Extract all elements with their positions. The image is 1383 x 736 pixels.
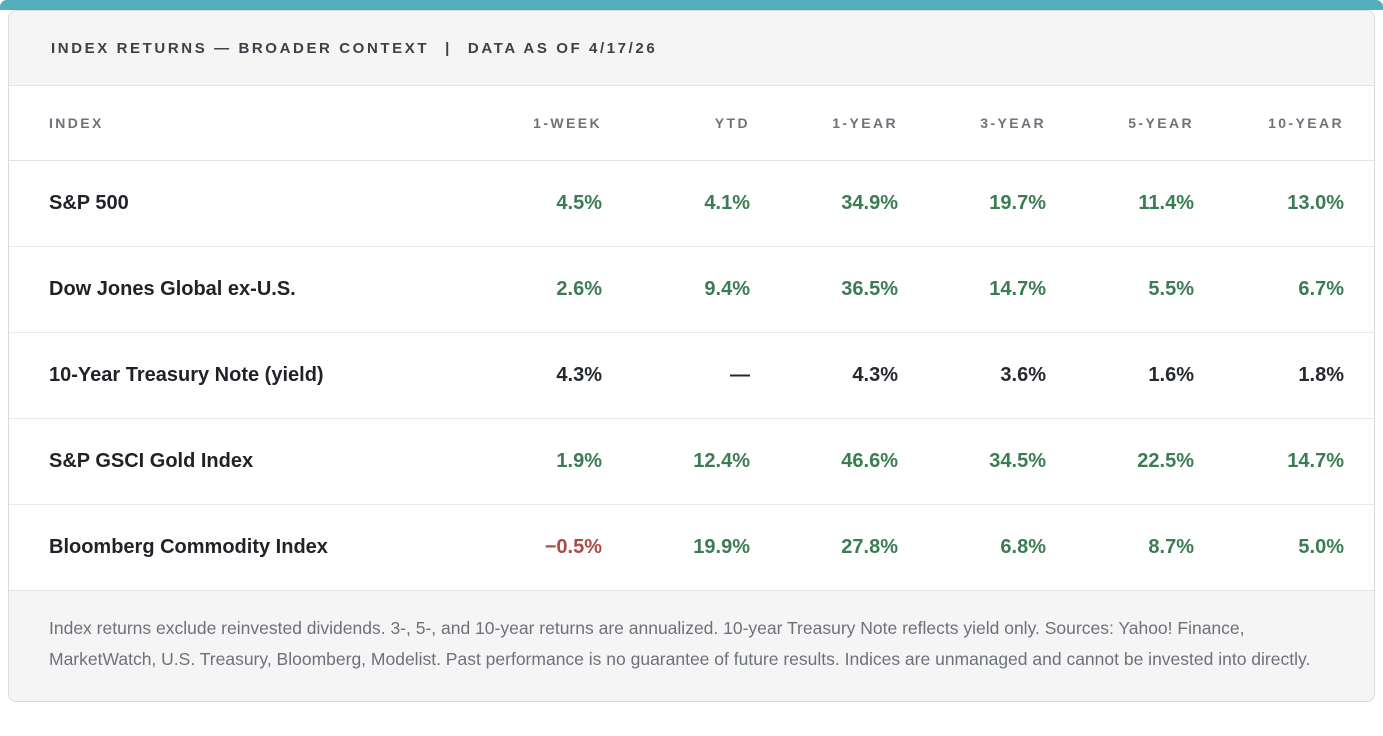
table-row: S&P GSCI Gold Index 1.9% 12.4% 46.6% 34.… <box>9 418 1374 504</box>
table-body: S&P 500 4.5% 4.1% 34.9% 19.7% 11.4% 13.0… <box>9 160 1374 590</box>
return-value-cell: 4.1% <box>602 160 750 246</box>
return-value-cell: 34.5% <box>898 418 1046 504</box>
return-value: 1.6% <box>1148 363 1194 386</box>
return-value-cell: −0.5% <box>454 504 602 590</box>
return-value: 3.6% <box>1000 363 1046 386</box>
index-name-cell: Dow Jones Global ex-U.S. <box>49 277 296 300</box>
table-header-row: INDEX 1-WEEK YTD 1-YEAR 3-YEAR 5-YEAR 10… <box>9 86 1374 161</box>
table-row: S&P 500 4.5% 4.1% 34.9% 19.7% 11.4% 13.0… <box>9 160 1374 246</box>
return-value-cell: 19.7% <box>898 160 1046 246</box>
return-value: 5.0% <box>1298 535 1344 558</box>
index-returns-table: INDEX 1-WEEK YTD 1-YEAR 3-YEAR 5-YEAR 10… <box>9 86 1374 590</box>
return-value: 8.7% <box>1148 535 1194 558</box>
data-as-of-label: DATA AS OF 4/17/26 <box>467 39 658 57</box>
return-value-cell: 14.7% <box>898 246 1046 332</box>
return-value-cell: 9.4% <box>602 246 750 332</box>
card-header: INDEX RETURNS — BROADER CONTEXT | DATA A… <box>9 11 1374 86</box>
column-header-5-year: 5-YEAR <box>1046 86 1194 161</box>
table-row: Dow Jones Global ex-U.S. 2.6% 9.4% 36.5%… <box>9 246 1374 332</box>
table-header: INDEX 1-WEEK YTD 1-YEAR 3-YEAR 5-YEAR 10… <box>9 86 1374 161</box>
return-value: 34.9% <box>841 191 898 214</box>
index-name-cell: Bloomberg Commodity Index <box>49 535 328 558</box>
return-value: — <box>730 363 750 386</box>
return-value-cell: 12.4% <box>602 418 750 504</box>
return-value: 9.4% <box>704 277 750 300</box>
return-value: 1.9% <box>556 449 602 472</box>
return-value-cell: 46.6% <box>750 418 898 504</box>
return-value: 4.3% <box>556 363 602 386</box>
return-value-cell: 3.6% <box>898 332 1046 418</box>
return-value: 6.7% <box>1298 277 1344 300</box>
return-value-cell: 2.6% <box>454 246 602 332</box>
return-value-cell: 4.3% <box>454 332 602 418</box>
card-title: INDEX RETURNS — BROADER CONTEXT <box>51 39 430 57</box>
return-value: 36.5% <box>841 277 898 300</box>
return-value: 1.8% <box>1298 363 1344 386</box>
return-value-cell: 8.7% <box>1046 504 1194 590</box>
return-value: 27.8% <box>841 535 898 558</box>
return-value: 4.1% <box>704 191 750 214</box>
column-header-index: INDEX <box>9 86 454 161</box>
return-value-cell: 36.5% <box>750 246 898 332</box>
return-value: 12.4% <box>693 449 750 472</box>
return-value-cell: 14.7% <box>1194 418 1374 504</box>
return-value: 19.9% <box>693 535 750 558</box>
return-value-cell: 22.5% <box>1046 418 1194 504</box>
return-value: 19.7% <box>989 191 1046 214</box>
return-value-cell: 5.5% <box>1046 246 1194 332</box>
return-value-cell: 34.9% <box>750 160 898 246</box>
return-value: 4.5% <box>556 191 602 214</box>
return-value: 2.6% <box>556 277 602 300</box>
column-header-1-year: 1-YEAR <box>750 86 898 161</box>
return-value-cell: 27.8% <box>750 504 898 590</box>
column-header-3-year: 3-YEAR <box>898 86 1046 161</box>
return-value: 14.7% <box>1287 449 1344 472</box>
index-returns-card: INDEX RETURNS — BROADER CONTEXT | DATA A… <box>8 10 1375 702</box>
return-value-cell: 11.4% <box>1046 160 1194 246</box>
return-value: 46.6% <box>841 449 898 472</box>
return-value-cell: 5.0% <box>1194 504 1374 590</box>
return-value: 13.0% <box>1287 191 1344 214</box>
return-value: 34.5% <box>989 449 1046 472</box>
return-value-cell: 4.5% <box>454 160 602 246</box>
accent-top-bar <box>0 0 1383 10</box>
return-value: 11.4% <box>1138 191 1194 214</box>
index-name-cell: 10-Year Treasury Note (yield) <box>49 363 324 386</box>
index-name-cell: S&P 500 <box>49 191 129 214</box>
return-value-cell: — <box>602 332 750 418</box>
index-name-cell: S&P GSCI Gold Index <box>49 449 254 472</box>
title-divider: | <box>445 39 452 57</box>
return-value: 14.7% <box>989 277 1046 300</box>
return-value-cell: 6.7% <box>1194 246 1374 332</box>
table-row: 10-Year Treasury Note (yield) 4.3% — 4.3… <box>9 332 1374 418</box>
disclosure-footnote: Index returns exclude reinvested dividen… <box>9 590 1374 701</box>
return-value: 4.3% <box>852 363 898 386</box>
return-value-cell: 19.9% <box>602 504 750 590</box>
column-header-10-year: 10-YEAR <box>1194 86 1374 161</box>
column-header-ytd: YTD <box>602 86 750 161</box>
return-value-cell: 1.9% <box>454 418 602 504</box>
return-value: 5.5% <box>1148 277 1194 300</box>
return-value-cell: 1.8% <box>1194 332 1374 418</box>
return-value-cell: 13.0% <box>1194 160 1374 246</box>
return-value-cell: 6.8% <box>898 504 1046 590</box>
return-value: 6.8% <box>1000 535 1046 558</box>
return-value: −0.5% <box>544 535 602 558</box>
return-value-cell: 4.3% <box>750 332 898 418</box>
column-header-1-week: 1-WEEK <box>454 86 602 161</box>
return-value-cell: 1.6% <box>1046 332 1194 418</box>
table-row: Bloomberg Commodity Index −0.5% 19.9% 27… <box>9 504 1374 590</box>
return-value: 22.5% <box>1137 449 1194 472</box>
